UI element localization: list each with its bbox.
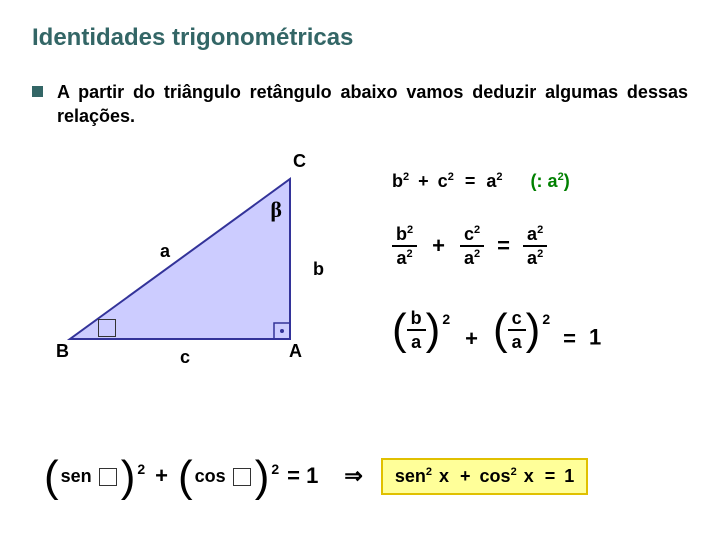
result-identity-box: sen2 x + cos2 x = 1	[381, 458, 588, 495]
equation-pythagoras: b2 + c2 = a2 (: a2)	[392, 171, 570, 192]
implies-arrow: ⇒	[326, 463, 380, 489]
side-label-a: a	[160, 241, 170, 262]
cos-term: ( cos ) 2	[178, 459, 279, 494]
equation-result-row: ( sen ) 2 + ( cos ) 2 = 1 ⇒	[44, 458, 588, 495]
side-label-b: b	[313, 259, 324, 280]
vertex-label-a: A	[289, 341, 302, 362]
content-area: C B A a b c β b2 + c2 = a2 (: a2) b2	[32, 159, 688, 479]
vertex-label-b: B	[56, 341, 69, 362]
angle-placeholder-icon	[99, 468, 117, 486]
bullet-icon	[32, 86, 43, 97]
bullet-item: A partir do triângulo retângulo abaixo v…	[32, 80, 688, 129]
triangle-diagram: C B A a b c β	[60, 169, 320, 369]
angle-b-placeholder	[98, 319, 116, 337]
side-label-c: c	[180, 347, 190, 368]
angle-placeholder-icon	[233, 468, 251, 486]
angle-beta: β	[270, 197, 282, 223]
equation-ratio: ( b a ) 2 + ( c a ) 2 = 1	[392, 309, 601, 353]
vertex-label-c: C	[293, 151, 306, 172]
bullet-text: A partir do triângulo retângulo abaixo v…	[57, 80, 688, 129]
equation-divided: b2 a2 + c2 a2 = a2 a2	[392, 225, 547, 267]
slide-title: Identidades trigonométricas	[32, 24, 688, 52]
right-angle-dot	[280, 329, 284, 333]
triangle-shape	[70, 179, 290, 339]
sen-term: ( sen ) 2	[44, 459, 145, 494]
